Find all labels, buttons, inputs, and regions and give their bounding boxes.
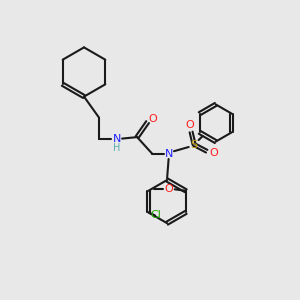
Text: S: S [190,140,198,150]
Text: O: O [185,120,194,130]
Text: O: O [209,148,218,158]
Text: N: N [164,148,173,159]
Text: O: O [164,184,173,194]
Text: H: H [113,142,121,153]
Text: N: N [113,134,121,144]
Text: Cl: Cl [151,210,161,220]
Text: O: O [148,114,158,124]
